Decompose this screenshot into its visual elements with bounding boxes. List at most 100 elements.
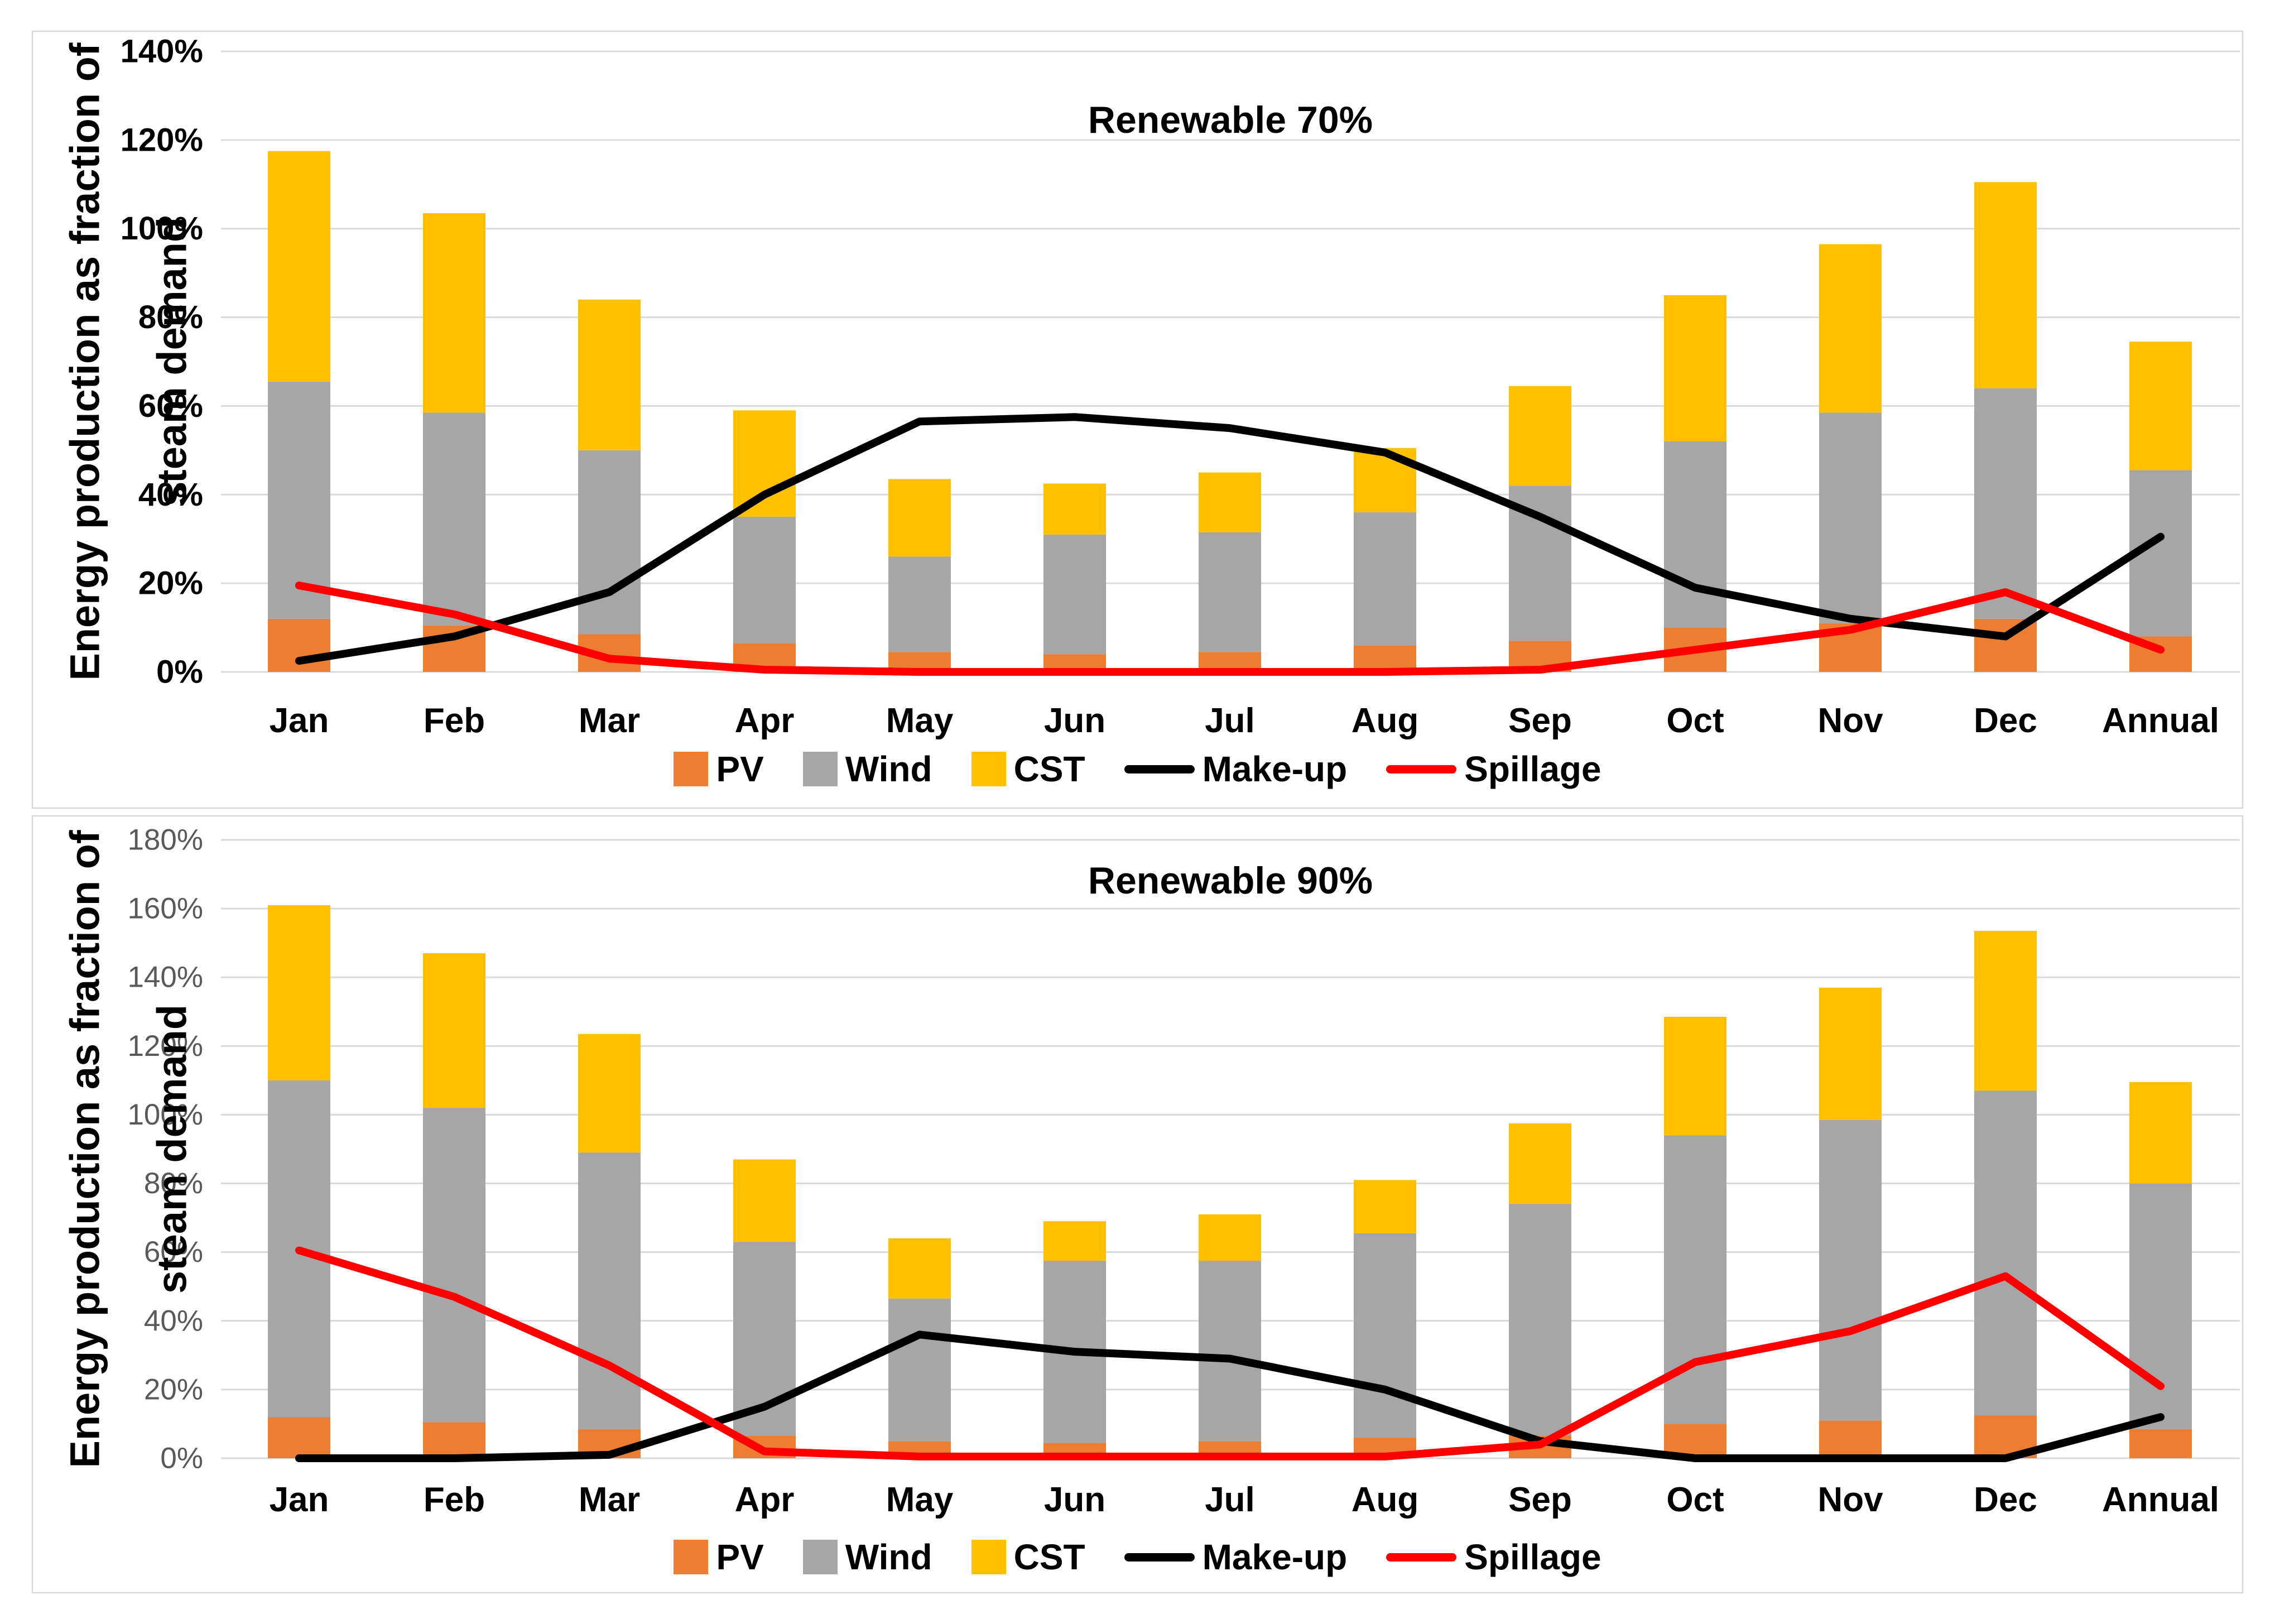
pv-swatch-icon — [674, 1540, 709, 1574]
bar-segment-wind — [1664, 441, 1726, 628]
cst-swatch-icon — [971, 1540, 1006, 1574]
bar-segment-pv — [1354, 645, 1416, 672]
x-category-label: Oct — [1666, 1481, 1724, 1519]
make-up-line-swatch-icon — [1124, 765, 1195, 773]
bar-segment-pv — [1819, 1420, 1882, 1458]
bar-segment-wind — [1354, 1233, 1416, 1438]
y-tick-label: 80% — [144, 1167, 203, 1200]
bar-segment-cst — [2129, 342, 2192, 470]
spillage-line — [295, 582, 2165, 676]
spillage-line-swatch-icon — [1386, 1553, 1457, 1561]
legend-label: CST — [1013, 1537, 1085, 1577]
bar-segment-cst — [888, 1238, 951, 1299]
bar-jan — [268, 905, 330, 1458]
bar-segment-cst — [1974, 931, 2037, 1091]
bar-segment-cst — [1819, 244, 1882, 413]
bar-segment-wind — [1974, 388, 2037, 619]
legend-item-pv: PV — [674, 748, 764, 790]
bar-segment-cst — [888, 479, 951, 557]
legend-item-make-up: Make-up — [1124, 1536, 1348, 1578]
make-up-line-swatch-icon — [1124, 1553, 1195, 1561]
legend-item-cst: CST — [971, 1536, 1085, 1578]
y-tick-label: 40% — [144, 1304, 203, 1337]
bar-segment-wind — [423, 1108, 485, 1423]
x-category-label: Jul — [1205, 702, 1255, 740]
bar-segment-cst — [733, 1159, 796, 1242]
x-category-label: Sep — [1508, 702, 1572, 740]
legend-item-spillage: Spillage — [1386, 1536, 1601, 1578]
wind-swatch-icon — [802, 752, 838, 786]
bar-mar — [578, 299, 641, 672]
x-category-label: Sep — [1508, 1481, 1572, 1519]
spillage-line — [295, 1246, 2165, 1460]
bar-annual — [2129, 342, 2192, 672]
bar-jul — [1199, 472, 1261, 672]
wind-swatch-icon — [802, 1540, 838, 1574]
bar-segment-cst — [268, 151, 330, 382]
x-category-label: Jan — [270, 1481, 329, 1519]
legend-label: PV — [716, 749, 764, 789]
bar-segment-cst — [1974, 182, 2037, 388]
x-category-label: Dec — [1974, 702, 2037, 740]
legend-label: PV — [716, 1537, 764, 1577]
bar-apr — [733, 410, 796, 672]
y-tick-label: 20% — [144, 1373, 203, 1406]
bar-segment-wind — [578, 1152, 641, 1429]
bar-aug — [1354, 1180, 1416, 1458]
bar-segment-wind — [1199, 1261, 1261, 1442]
bar-segment-cst — [1354, 1180, 1416, 1233]
x-category-label: Nov — [1817, 702, 1883, 740]
y-tick-label: 40% — [138, 477, 203, 513]
bar-segment-wind — [888, 556, 951, 652]
make-up-line — [295, 1330, 2165, 1462]
x-category-label: May — [886, 702, 954, 740]
bar-segment-cst — [423, 213, 485, 413]
x-category-label: Feb — [424, 1481, 485, 1519]
bar-segment-wind — [733, 517, 796, 643]
y-tick-label: 180% — [127, 824, 203, 857]
legend-item-spillage: Spillage — [1386, 748, 1601, 790]
legend-renewable-90: PV Wind CST Make-up Spillage — [0, 1530, 2275, 1584]
y-tick-label: 100% — [127, 1098, 203, 1131]
y-axis-title-line: steam demand — [149, 1005, 195, 1294]
legend-label: Make-up — [1202, 1537, 1348, 1577]
bar-segment-cst — [1043, 483, 1106, 535]
bar-segment-wind — [423, 412, 485, 626]
bar-segment-cst — [1509, 1123, 1571, 1204]
x-category-label: Annual — [2102, 1481, 2219, 1519]
x-category-label: Apr — [735, 702, 795, 740]
x-category-label: Aug — [1351, 1481, 1419, 1519]
bar-oct — [1664, 295, 1726, 672]
bar-segment-cst — [578, 299, 641, 450]
bar-segment-cst — [2129, 1082, 2192, 1184]
bar-segment-cst — [423, 953, 485, 1108]
bar-segment-cst — [733, 410, 796, 517]
x-category-label: Oct — [1666, 702, 1724, 740]
x-category-label: Jan — [270, 702, 329, 740]
bar-segment-cst — [578, 1034, 641, 1153]
chart-renewable-70-: 0% 20% 40% 60% 80% 100% 120% 140% Renewable 70% E… — [31, 30, 2244, 809]
bar-segment-wind — [1509, 1204, 1571, 1436]
x-category-label: Jun — [1044, 1481, 1105, 1519]
chart-renewable-90-: 0% 20% 40% 60% 80% 100% 120% 140% 160% 180% Renewa… — [31, 815, 2244, 1594]
bar-sep — [1509, 1123, 1571, 1458]
bar-segment-cst — [1664, 1017, 1726, 1136]
bar-mar — [578, 1034, 641, 1458]
pv-swatch-icon — [674, 752, 709, 786]
legend-label: Spillage — [1464, 1537, 1601, 1577]
y-tick-label: 0% — [156, 654, 203, 690]
y-tick-label: 140% — [127, 961, 203, 994]
x-category-label: Feb — [424, 702, 485, 740]
y-tick-label: 80% — [138, 299, 203, 335]
bar-sep — [1509, 386, 1571, 672]
bar-dec — [1974, 182, 2037, 672]
bar-segment-wind — [1664, 1135, 1726, 1424]
bar-feb — [423, 213, 485, 672]
bar-segment-wind — [888, 1298, 951, 1442]
y-tick-label: 140% — [121, 33, 203, 70]
bar-segment-wind — [2129, 1183, 2192, 1429]
x-category-label: Jun — [1044, 702, 1105, 740]
make-up-line — [295, 413, 2165, 665]
x-category-label: Dec — [1974, 1481, 2037, 1519]
